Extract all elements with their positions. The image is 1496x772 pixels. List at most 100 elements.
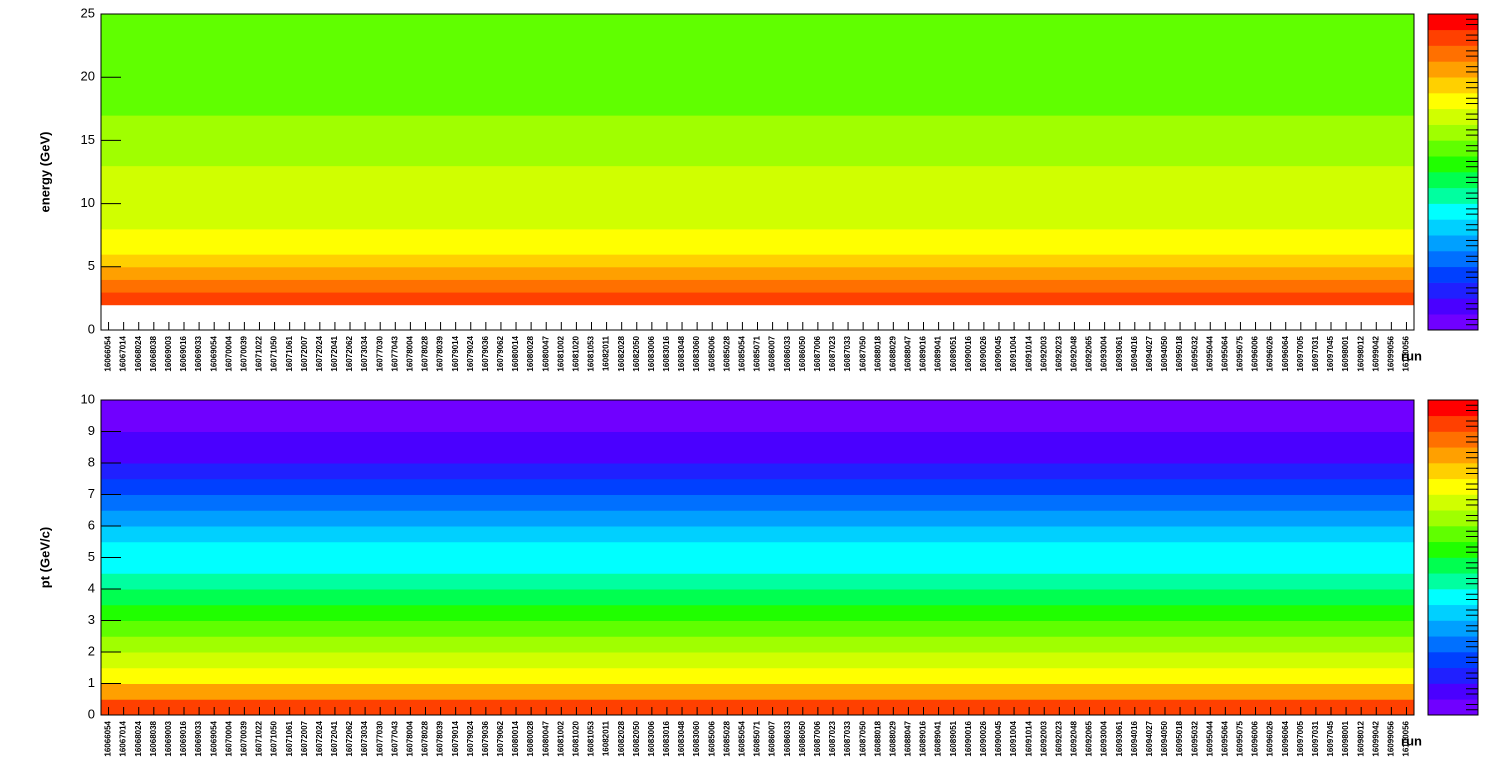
- y-tick-label: 0: [88, 321, 95, 336]
- x-tick-label: 16090016: [964, 720, 973, 756]
- x-tick-label: 16095064: [1220, 335, 1229, 371]
- x-tick-label: 16095044: [1205, 335, 1214, 371]
- y-tick-label: 5: [88, 549, 95, 564]
- heatmap-cell: [101, 26, 1414, 40]
- x-tick-label: 16068024: [134, 720, 143, 756]
- heatmap-cell: [101, 494, 1414, 511]
- x-tick-label: 16094027: [1145, 720, 1154, 756]
- x-tick-label: 16071061: [285, 335, 294, 371]
- heatmap-cell: [101, 89, 1414, 103]
- colorbar-swatch: [1428, 187, 1478, 204]
- heatmap-cell: [101, 228, 1414, 243]
- colorbar-swatch: [1428, 478, 1478, 495]
- colorbar-swatch: [1428, 108, 1478, 125]
- colorbar-swatch: [1428, 620, 1478, 637]
- x-tick-label: 16088029: [888, 335, 897, 371]
- x-tick-label: 16081002: [556, 720, 565, 756]
- x-tick-label: 16082050: [632, 335, 641, 371]
- x-tick-label: 16079014: [451, 335, 460, 371]
- x-tick-label: 16071050: [270, 720, 279, 756]
- x-tick-label: 16086033: [783, 335, 792, 371]
- y-tick-label: 7: [88, 486, 95, 501]
- colorbar-swatch: [1428, 14, 1478, 31]
- x-tick-label: 16079024: [466, 720, 475, 756]
- heatmap-cell: [101, 39, 1414, 53]
- x-tick-label: 16080047: [541, 335, 550, 371]
- y-tick-label: 20: [81, 69, 95, 84]
- x-tick-label: 16070039: [239, 335, 248, 371]
- x-tick-label: 16067014: [119, 335, 128, 371]
- x-tick-label: 16081053: [587, 335, 596, 371]
- heatmap-cell: [101, 478, 1414, 495]
- x-tick-label: 16083006: [647, 720, 656, 756]
- heatmap-cell: [101, 178, 1414, 192]
- y-tick-label: 15: [81, 132, 95, 147]
- colorbar-swatch: [1428, 589, 1478, 606]
- colorbar-swatch: [1428, 494, 1478, 511]
- x-tick-label: 16087050: [858, 335, 867, 371]
- colorbar-swatch: [1428, 541, 1478, 558]
- x-tick-label: 16072007: [300, 335, 309, 371]
- x-tick-label: 16085071: [753, 720, 762, 756]
- y-axis-title: energy (GeV): [37, 132, 52, 213]
- x-tick-label: 16081020: [572, 335, 581, 371]
- x-tick-label: 16095064: [1220, 720, 1229, 756]
- x-tick-label: 16067014: [119, 720, 128, 756]
- heatmap-cell: [101, 241, 1414, 255]
- x-tick-label: 16069003: [164, 720, 173, 756]
- x-tick-label: 16098001: [1341, 720, 1350, 756]
- x-tick-label: 16072024: [315, 335, 324, 371]
- heatmap-cell: [101, 77, 1414, 91]
- x-tick-label: 16095075: [1236, 720, 1245, 756]
- x-tick-label: 16077030: [375, 335, 384, 371]
- heatmap-cell: [101, 683, 1414, 700]
- x-tick-label: 16078004: [405, 720, 414, 756]
- x-tick-label: 16069033: [194, 720, 203, 756]
- x-tick-label: 16089041: [934, 335, 943, 371]
- x-tick-label: 16087006: [813, 720, 822, 756]
- colorbar-swatch: [1428, 415, 1478, 432]
- colorbar-swatch: [1428, 124, 1478, 141]
- colorbar-swatch: [1428, 557, 1478, 574]
- x-tick-label: 16082050: [632, 720, 641, 756]
- x-axis-title: run: [1401, 348, 1422, 363]
- x-tick-label: 16092023: [1054, 720, 1063, 756]
- heatmap-cell: [101, 541, 1414, 558]
- x-tick-label: 16072024: [315, 720, 324, 756]
- x-tick-label: 16095018: [1175, 335, 1184, 371]
- x-tick-label: 16079062: [496, 720, 505, 756]
- colorbar-swatch: [1428, 573, 1478, 590]
- colorbar-swatch: [1428, 266, 1478, 283]
- x-tick-label: 16097031: [1311, 335, 1320, 371]
- heatmap-cell: [101, 415, 1414, 432]
- x-tick-label: 16070039: [239, 720, 248, 756]
- y-tick-label: 4: [88, 580, 95, 595]
- x-tick-label: 16096006: [1251, 720, 1260, 756]
- x-tick-label: 16090045: [994, 720, 1003, 756]
- colorbar-swatch: [1428, 683, 1478, 700]
- colorbar-swatch: [1428, 77, 1478, 94]
- x-tick-label: 16079036: [481, 335, 490, 371]
- x-tick-label: 16097045: [1326, 335, 1335, 371]
- x-tick-label: 16079062: [496, 335, 505, 371]
- colorbar-swatch: [1428, 29, 1478, 46]
- heatmap-cell: [101, 573, 1414, 590]
- x-tick-label: 16097045: [1326, 720, 1335, 756]
- x-tick-label: 16086007: [768, 720, 777, 756]
- heatmap-cell: [101, 140, 1414, 154]
- heatmap-cell: [101, 115, 1414, 129]
- x-tick-label: 16082028: [617, 720, 626, 756]
- heatmap-cell: [101, 14, 1414, 28]
- x-tick-label: 16094027: [1145, 335, 1154, 371]
- heatmap-cell: [101, 667, 1414, 684]
- x-tick-label: 16094050: [1160, 335, 1169, 371]
- heatmap-cell: [101, 102, 1414, 116]
- x-tick-label: 16088018: [873, 720, 882, 756]
- x-tick-label: 16092048: [1070, 720, 1079, 756]
- colorbar-swatch: [1428, 282, 1478, 299]
- x-tick-label: 16069054: [209, 335, 218, 371]
- x-tick-label: 16068038: [149, 720, 158, 756]
- x-tick-label: 16097005: [1296, 335, 1305, 371]
- x-tick-label: 16087006: [813, 335, 822, 371]
